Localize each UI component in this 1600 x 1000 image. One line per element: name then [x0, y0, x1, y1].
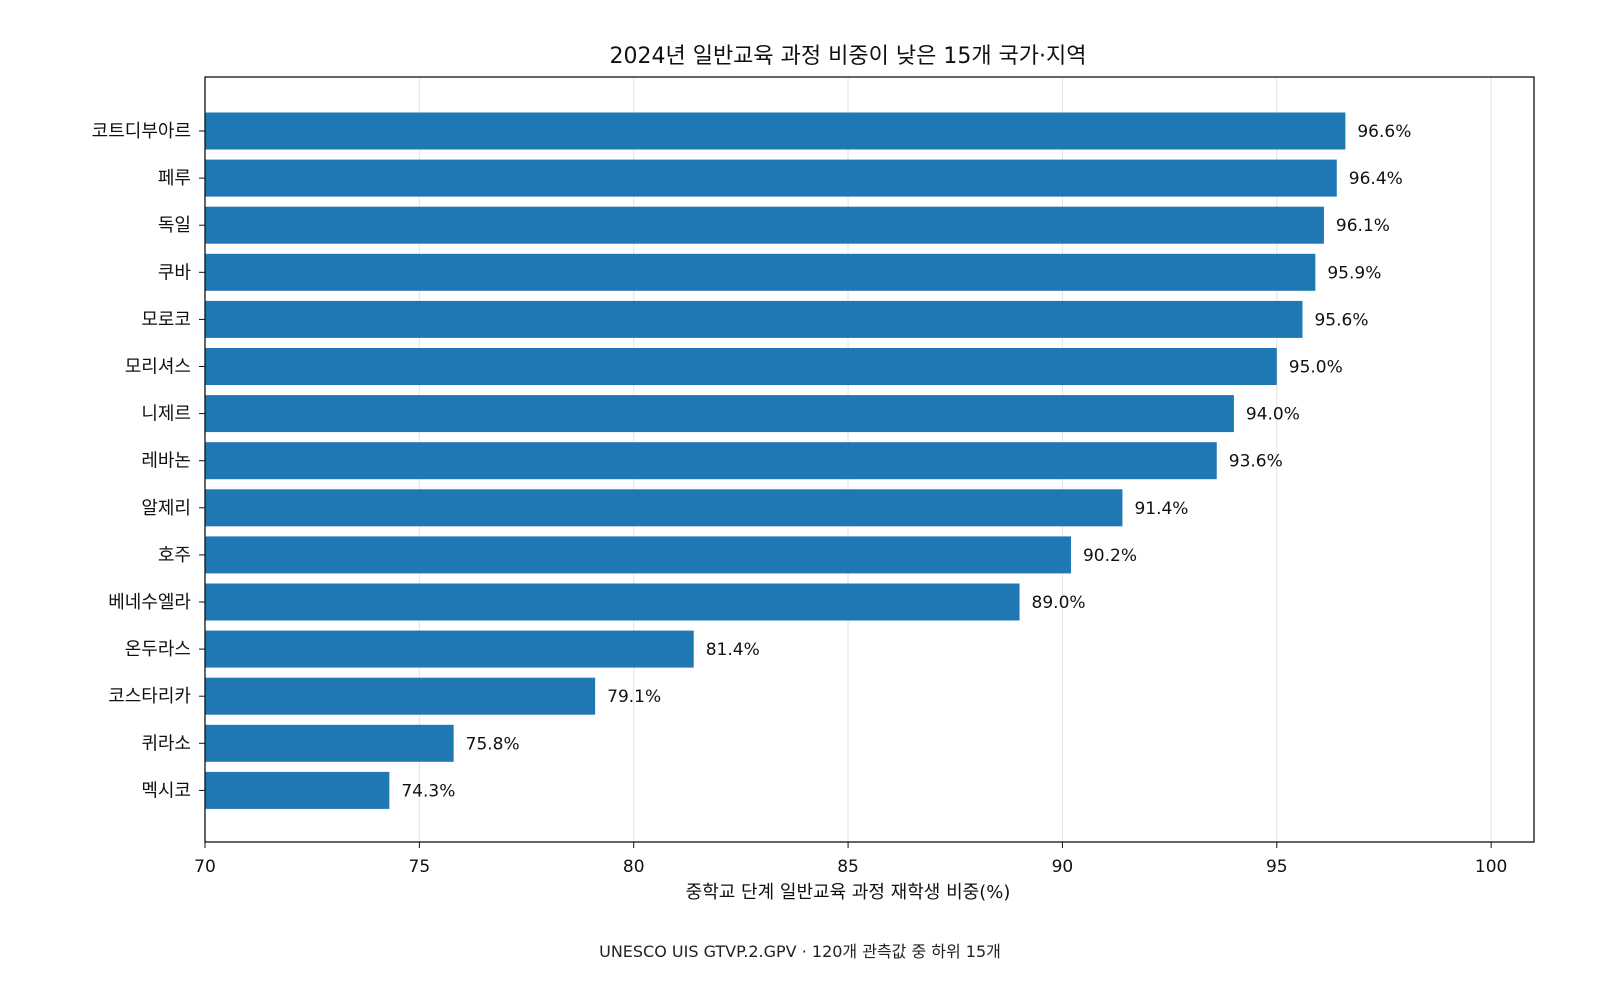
bar-value-label: 96.1%	[1336, 216, 1390, 236]
chart-title: 2024년 일반교육 과정 비중이 낮은 15개 국가·지역	[609, 44, 1086, 69]
category-label: 독일	[158, 215, 191, 236]
category-label: 코스타리카	[108, 686, 191, 707]
bar	[205, 724, 454, 762]
bar	[205, 677, 596, 715]
bar-value-label: 90.2%	[1083, 546, 1137, 566]
category-label: 모로코	[141, 309, 191, 330]
bar-value-label: 96.4%	[1349, 169, 1403, 189]
x-tick-label: 90	[1052, 857, 1074, 877]
category-label: 코트디부아르	[92, 121, 191, 142]
bar-value-label: 95.6%	[1314, 310, 1368, 330]
bar-value-label: 89.0%	[1032, 593, 1086, 613]
category-label: 베네수엘라	[108, 592, 191, 613]
bar-value-label: 96.6%	[1357, 122, 1411, 142]
bar-value-label: 75.8%	[466, 734, 520, 754]
bar-value-label: 81.4%	[706, 640, 760, 660]
bar	[205, 630, 694, 668]
category-label: 알제리	[141, 498, 191, 519]
bar	[205, 253, 1316, 291]
category-label: 호주	[158, 545, 191, 566]
bar	[205, 536, 1071, 574]
bar	[205, 300, 1303, 338]
x-tick-label: 85	[837, 857, 859, 877]
bar	[205, 206, 1324, 244]
category-labels: 코트디부아르페루독일쿠바모로코모리셔스니제르레바논알제리호주베네수엘라온두라스코…	[92, 121, 205, 801]
plot-frame	[204, 76, 1535, 843]
bar	[205, 348, 1277, 385]
bar-value-label: 79.1%	[607, 687, 661, 707]
bar	[205, 771, 390, 809]
bars	[205, 112, 1346, 809]
bar-value-label: 95.0%	[1289, 358, 1343, 378]
category-label: 레바논	[141, 451, 191, 472]
category-label: 퀴라소	[141, 733, 191, 754]
bar	[205, 583, 1020, 621]
x-ticks: 70 75 80 85 90 95 100	[194, 842, 1507, 877]
bar-value-label: 95.9%	[1327, 263, 1381, 283]
bar	[205, 112, 1346, 150]
bar	[205, 159, 1337, 197]
bar-value-label: 74.3%	[401, 781, 455, 801]
category-label: 페루	[158, 168, 191, 189]
category-label: 멕시코	[141, 780, 191, 801]
bar	[205, 442, 1217, 480]
x-tick-label: 80	[623, 857, 645, 877]
x-tick-label: 100	[1475, 857, 1507, 877]
x-tick-label: 75	[409, 857, 431, 877]
category-label: 니제르	[141, 404, 191, 425]
x-axis-label: 중학교 단계 일반교육 과정 재학생 비중(%)	[686, 882, 1011, 903]
source-note: UNESCO UIS GTVP.2.GPV · 120개 관측값 중 하위 15…	[599, 942, 1001, 961]
bar-value-label: 94.0%	[1246, 405, 1300, 425]
data-labels: 96.6% 96.4% 96.1% 95.9% 95.6% 95.0% 94.0% 93.6%…	[401, 122, 1411, 801]
bar	[205, 489, 1123, 527]
bar	[205, 395, 1234, 433]
x-tick-label: 70	[194, 857, 216, 877]
category-label: 모리셔스	[125, 357, 191, 378]
bar-value-label: 91.4%	[1134, 499, 1188, 519]
category-label: 쿠바	[158, 262, 192, 283]
bar-value-label: 93.6%	[1229, 452, 1283, 472]
category-label: 온두라스	[125, 639, 191, 660]
x-tick-label: 95	[1266, 857, 1288, 877]
